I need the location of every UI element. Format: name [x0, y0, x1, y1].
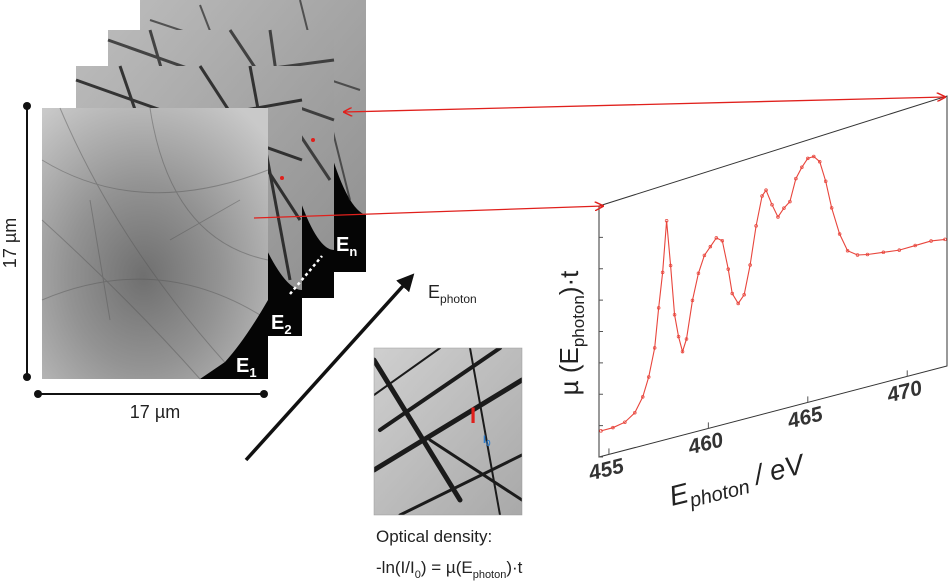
- width-scale-bar: [34, 390, 268, 398]
- spectrum-point: [730, 291, 734, 296]
- spectrum-point: [708, 244, 713, 249]
- stack-frame-front: [41, 107, 269, 380]
- spectrum-x-label: Ephoton / eV: [666, 448, 810, 517]
- spectrum-point: [845, 248, 850, 253]
- spectrum-point: [676, 334, 681, 339]
- spectrum-point: [837, 232, 842, 236]
- spectrum-point: [788, 199, 792, 204]
- spectrum-point: [668, 263, 673, 268]
- inset-marker-i: I: [470, 403, 476, 428]
- connector-arrow-e1: [253, 206, 603, 219]
- energy-arrow: [244, 273, 415, 462]
- spectrum-point: [690, 298, 695, 303]
- spectrum-series-line: [600, 155, 946, 432]
- spectrum-point: [748, 263, 752, 267]
- height-scale-label: 17 µm: [0, 218, 20, 268]
- spectrum-point: [672, 313, 677, 317]
- spectrum-point: [726, 267, 731, 271]
- spectrum-point: [623, 420, 627, 424]
- spectrum-panel-frame: [598, 95, 948, 458]
- inset-micrograph: [373, 347, 523, 516]
- spectrum-point: [680, 349, 685, 354]
- spectrum-point: [660, 270, 665, 275]
- spectrum-point: [760, 194, 764, 198]
- spectrum-point: [742, 293, 746, 297]
- spectrum-point: [782, 206, 786, 210]
- spectrum-point: [823, 179, 828, 183]
- spectrum-point: [913, 243, 917, 248]
- spectrum-point: [652, 346, 657, 350]
- spectrum-point: [770, 202, 774, 207]
- spectrum-point: [776, 215, 780, 219]
- spectrum-point: [754, 224, 758, 228]
- spectrum-point: [806, 156, 810, 161]
- spectrum-point: [865, 252, 870, 257]
- frame-label-e1: E1: [236, 355, 257, 380]
- x-tick-label-455: 455: [586, 454, 627, 485]
- spectrum-point: [640, 395, 645, 399]
- width-scale-label: 17 µm: [130, 402, 180, 422]
- inset-caption-line1: Optical density:: [376, 527, 492, 546]
- inset-marker-i0: I0: [483, 434, 491, 448]
- spectrum-point: [855, 253, 860, 257]
- spectrum-point: [943, 237, 947, 242]
- spectrum-point: [829, 206, 834, 210]
- spectrum-point: [736, 301, 740, 306]
- frame-label-e2: E2: [271, 312, 292, 337]
- spectrum-point: [764, 188, 768, 192]
- spectrum-point: [664, 219, 669, 223]
- spectrum-point: [599, 429, 603, 433]
- spectrum-y-label: µ (Ephoton)·t: [554, 270, 588, 396]
- frame-label-en: En: [336, 234, 357, 259]
- spectrum-point: [646, 375, 651, 379]
- inset-caption-line2: -ln(I/I0) = µ(Ephoton)·t: [376, 558, 523, 581]
- spectrum-point: [800, 165, 804, 170]
- spectrum-point: [611, 425, 615, 430]
- frame-stack: [41, 0, 366, 380]
- spectrum-point: [714, 236, 719, 240]
- spectrum-point: [720, 238, 725, 243]
- spectrum-point: [881, 250, 886, 255]
- spectrum-point: [812, 154, 816, 159]
- spectrum-point: [794, 176, 798, 181]
- height-scale-bar: [23, 102, 31, 381]
- spectrum-point: [696, 271, 701, 276]
- spectrum-point: [633, 410, 637, 415]
- frame-ellipsis-dots: [289, 255, 323, 295]
- spectrum-point: [817, 159, 822, 164]
- spectrum-point: [656, 306, 661, 310]
- spectrum-point: [684, 337, 689, 341]
- spectrum-point: [702, 253, 707, 258]
- connector-arrow-en: [344, 97, 945, 112]
- energy-arrow-label: Ephoton: [428, 282, 477, 306]
- spectrum-point: [897, 248, 902, 252]
- spectrum-point: [929, 239, 933, 243]
